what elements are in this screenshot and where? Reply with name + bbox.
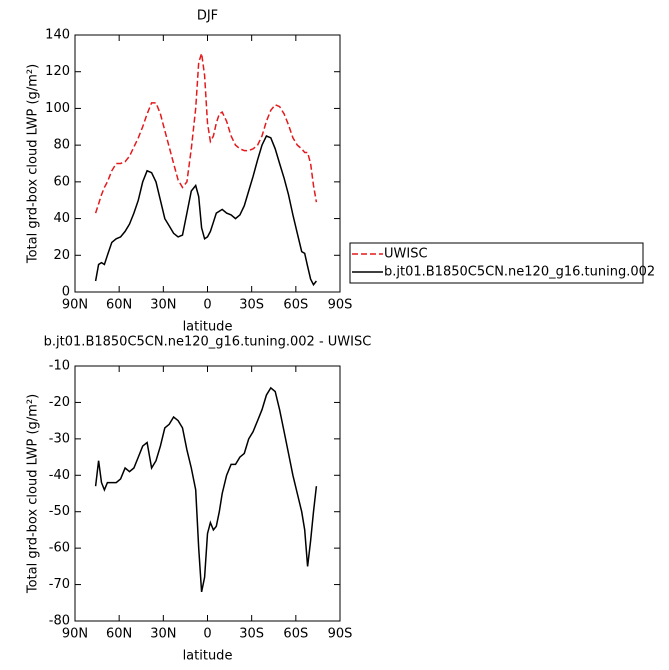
y-tick-label: 80	[53, 138, 70, 153]
x-tick-label: 0	[203, 627, 211, 642]
x-tick-label: 90S	[328, 627, 353, 642]
plot-frame	[74, 34, 341, 293]
y-tick-label: 20	[53, 248, 70, 263]
legend-box	[349, 242, 644, 284]
y-tick-label: 0	[62, 285, 70, 300]
line-series	[94, 53, 318, 214]
x-axis-label: latitude	[183, 320, 233, 335]
x-tick-label: 30S	[239, 627, 264, 642]
chart-title: b.jt01.B1850C5CN.ne120_g16.tuning.002 - …	[44, 335, 372, 350]
legend-label: b.jt01.B1850C5CN.ne120_g16.tuning.002	[384, 265, 655, 280]
x-tick-label: 60N	[106, 298, 132, 313]
x-tick-label: 60N	[106, 627, 132, 642]
x-tick-label: 60S	[283, 627, 308, 642]
y-tick-label: -60	[49, 541, 70, 556]
x-axis-label: latitude	[183, 649, 233, 664]
plot-frame	[74, 365, 341, 622]
y-axis-label: Total grd-box cloud LWP (g/m²)	[26, 394, 41, 594]
y-tick-label: -20	[49, 395, 70, 410]
y-tick-label: -10	[49, 359, 70, 374]
x-tick-label: 90N	[62, 627, 88, 642]
chart-title: DJF	[197, 9, 218, 24]
y-tick-label: -40	[49, 468, 70, 483]
y-tick-label: 40	[53, 211, 70, 226]
x-tick-label: 30N	[150, 298, 176, 313]
y-tick-label: -80	[49, 614, 70, 629]
line-series	[94, 135, 317, 287]
y-tick-label: 100	[45, 101, 70, 116]
line-series	[94, 386, 318, 593]
y-axis-label: Total grd-box cloud LWP (g/m²)	[26, 64, 41, 264]
x-tick-label: 0	[203, 298, 211, 313]
legend-label: UWISC	[384, 247, 428, 262]
y-tick-label: 120	[45, 64, 70, 79]
y-tick-label: -30	[49, 431, 70, 446]
y-tick-label: -70	[49, 577, 70, 592]
x-tick-label: 30S	[239, 298, 264, 313]
y-tick-label: 60	[53, 174, 70, 189]
x-tick-label: 30N	[150, 627, 176, 642]
x-tick-label: 90S	[328, 298, 353, 313]
y-tick-label: 140	[45, 28, 70, 43]
x-tick-label: 90N	[62, 298, 88, 313]
x-tick-label: 60S	[283, 298, 308, 313]
y-tick-label: -50	[49, 504, 70, 519]
